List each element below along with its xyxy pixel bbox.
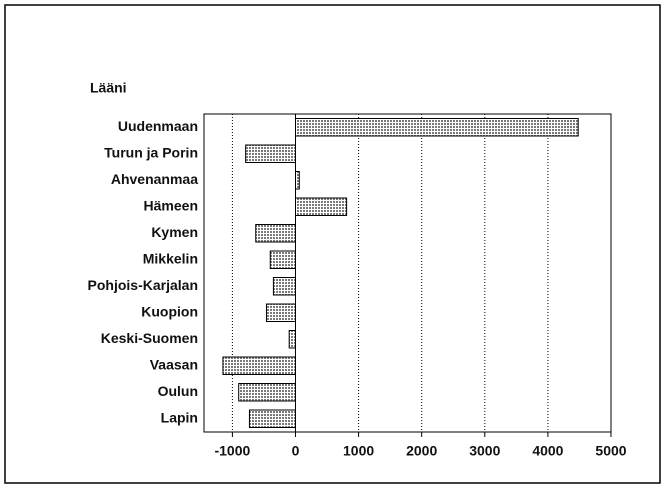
x-tick-label: 2000 [406, 443, 437, 459]
y-tick-label: Mikkelin [143, 250, 198, 266]
x-tick-label: -1000 [214, 443, 250, 459]
y-tick-label: Uudenmaan [118, 118, 198, 134]
bar [272, 277, 296, 296]
bar [288, 330, 296, 349]
axis-title: Lääni [90, 80, 127, 96]
y-tick-label: Hämeen [144, 197, 198, 213]
x-tick-label: 5000 [595, 443, 626, 459]
y-tick-label: Oulun [158, 383, 198, 399]
bar [255, 224, 296, 243]
x-tick-label: 3000 [469, 443, 500, 459]
x-tick-label: 4000 [532, 443, 563, 459]
bar [294, 171, 300, 190]
y-tick-label: Pohjois-Karjalan [88, 277, 198, 293]
bar [238, 383, 296, 402]
bar [245, 144, 296, 163]
y-tick-label: Kuopion [141, 303, 198, 319]
frame [4, 4, 661, 484]
bar [265, 303, 296, 322]
y-tick-label: Vaasan [150, 356, 198, 372]
bar [222, 356, 296, 375]
y-tick-label: Turun ja Porin [104, 144, 198, 160]
bar [269, 250, 296, 269]
y-tick-label: Lapin [161, 409, 198, 425]
bar [294, 118, 579, 137]
x-tick-label: 0 [292, 443, 300, 459]
bar [294, 197, 348, 216]
y-tick-label: Kymen [151, 224, 198, 240]
y-tick-label: Ahvenanmaa [111, 171, 198, 187]
x-tick-label: 1000 [343, 443, 374, 459]
bar [248, 409, 296, 428]
y-tick-label: Keski-Suomen [101, 330, 198, 346]
